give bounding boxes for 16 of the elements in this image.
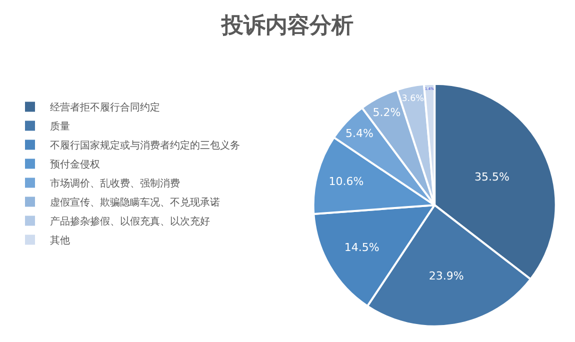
legend-label: 其他 [50,234,70,247]
legend-label: 不履行国家规定或与消费者约定的三包义务 [50,140,240,152]
data-label: 10.6% [328,175,364,188]
data-label: 5.2% [372,106,401,119]
data-label: 35.5% [474,170,510,184]
legend-label: 质量 [50,120,70,133]
legend-label: 市场调价、乱收费、强制消费 [50,178,180,190]
legend-label: 产品掺杂掺假、以假充真、以次充好 [50,216,210,228]
legend-label: 虚假宣传、欺骗隐瞒车况、不兑现承诺 [50,196,220,209]
data-label: 23.9% [428,270,464,283]
legend-label: 预付金侵权 [50,158,100,171]
data-label: 14.5% [344,241,380,254]
data-label: 5.4% [345,127,374,140]
chart-title: 投诉内容分析 [220,12,354,38]
legend-label: 经营者拒不履行合同约定 [50,102,160,114]
data-label: 3.6% [402,94,424,104]
